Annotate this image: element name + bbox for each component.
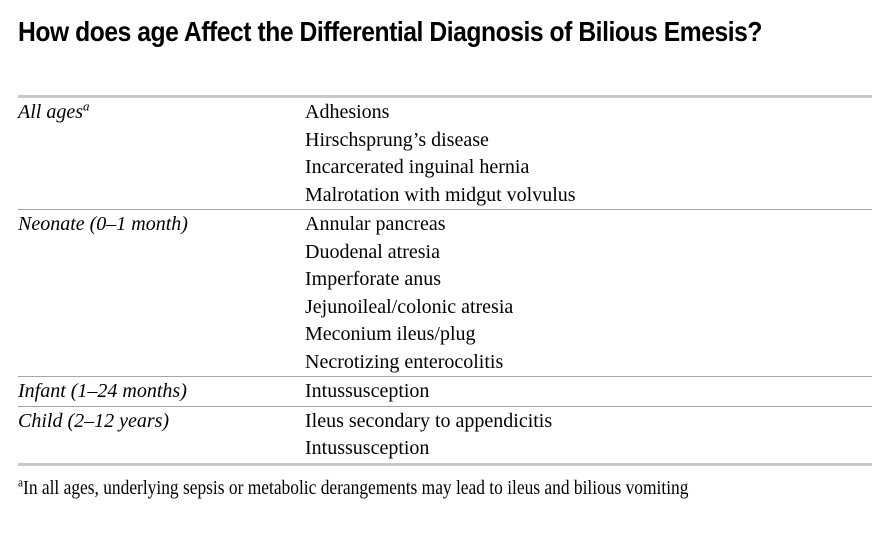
- differential-diagnosis-table: All agesa Adhesions Hirschsprung’s disea…: [18, 95, 872, 466]
- diagnosis-item: Intussusception: [305, 380, 430, 402]
- age-group-label: Child (2–12 years): [18, 409, 170, 432]
- diagnosis-item: Imperforate anus: [305, 268, 442, 290]
- age-group-cell: Neonate (0–1 month): [18, 210, 305, 239]
- diagnosis-item: Intussusception: [305, 437, 430, 459]
- diagnosis-item: Jejunoileal/colonic atresia: [305, 295, 514, 318]
- age-group-label: All ages: [18, 101, 83, 123]
- diagnoses-cell: Annular pancreas Duodenal atresia Imperf…: [305, 210, 872, 376]
- diagnosis-item: Ileus secondary to appendicitis: [305, 409, 553, 432]
- age-group-cell: Child (2–12 years): [18, 407, 305, 436]
- age-group-cell: All agesa: [18, 98, 305, 127]
- diagnosis-item: Duodenal atresia: [305, 240, 440, 263]
- table-section-neonate: Neonate (0–1 month) Annular pancreas Duo…: [18, 209, 872, 376]
- diagnoses-cell: Intussusception: [305, 377, 872, 406]
- table-section-child: Child (2–12 years) Ileus secondary to ap…: [18, 405, 872, 463]
- page-title: How does age Affect the Differential Dia…: [18, 16, 763, 47]
- footnote-marker: a: [18, 473, 24, 489]
- table-section-all-ages: All agesa Adhesions Hirschsprung’s disea…: [18, 98, 872, 209]
- age-group-cell: Infant (1–24 months): [18, 377, 305, 406]
- diagnosis-item: Necrotizing enterocolitis: [305, 350, 504, 373]
- age-group-label: Neonate (0–1 month): [18, 213, 188, 235]
- table-section-infant: Infant (1–24 months) Intussusception: [18, 376, 872, 406]
- table-footnote: aIn all ages, underlying sepsis or metab…: [18, 473, 761, 500]
- diagnosis-item: Adhesions: [305, 101, 390, 123]
- diagnosis-item: Annular pancreas: [305, 213, 446, 235]
- age-group-label: Infant (1–24 months): [18, 380, 187, 402]
- footnote-marker: a: [83, 98, 90, 114]
- diagnosis-item: Hirschsprung’s disease: [305, 128, 489, 151]
- diagnoses-cell: Adhesions Hirschsprung’s disease Incarce…: [305, 98, 872, 209]
- diagnosis-item: Malrotation with midgut volvulus: [305, 183, 576, 206]
- diagnosis-item: Incarcerated inguinal hernia: [305, 156, 530, 178]
- footnote-text: In all ages, underlying sepsis or metabo…: [23, 476, 689, 499]
- diagnosis-item: Meconium ileus/plug: [305, 323, 476, 345]
- page: How does age Affect the Differential Dia…: [18, 16, 872, 500]
- diagnoses-cell: Ileus secondary to appendicitis Intussus…: [305, 407, 872, 463]
